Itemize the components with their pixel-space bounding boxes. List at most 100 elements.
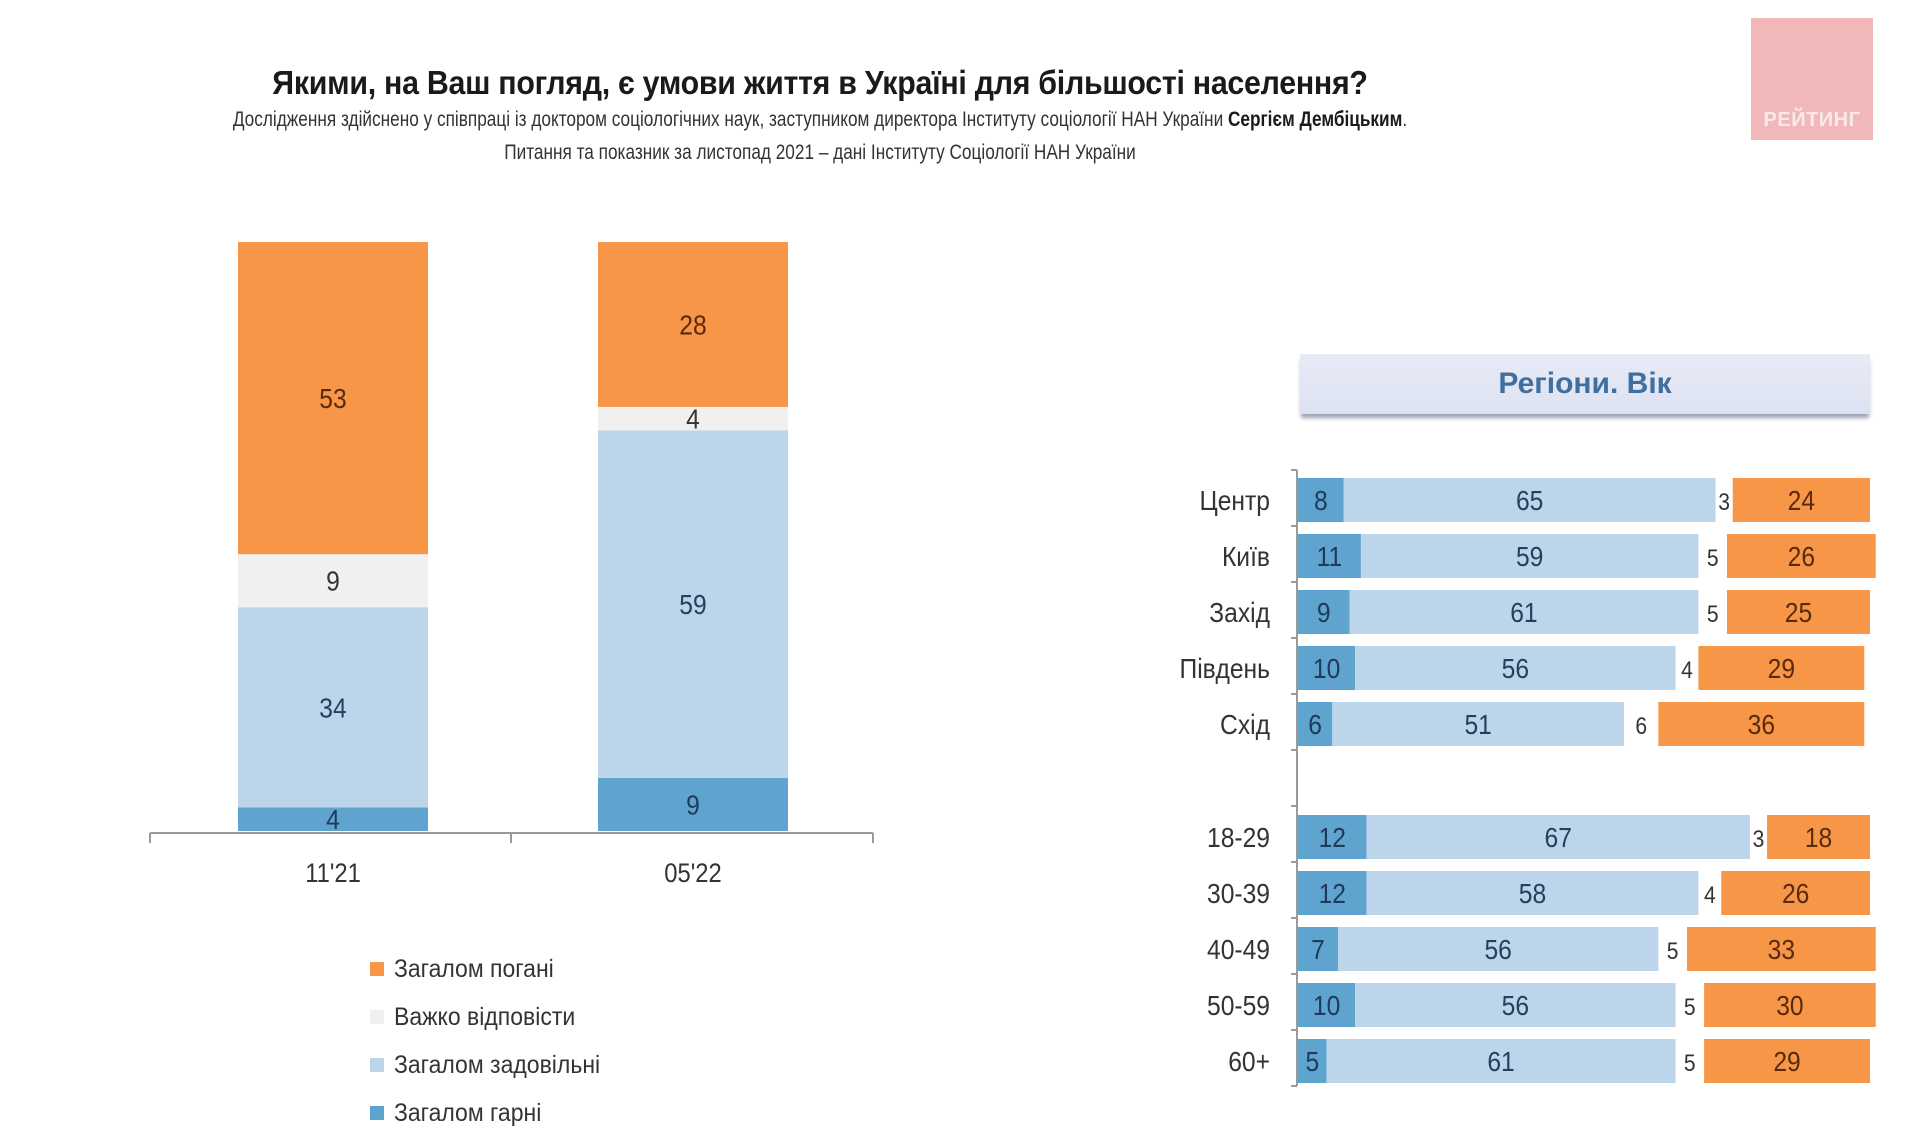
- legend-label: Загалом погані: [394, 954, 554, 983]
- bar-value-label: 58: [1519, 878, 1546, 910]
- bar-segment-bad: [1686, 927, 1876, 971]
- subtitle-line-2: Питання та показник за листопад 2021 – д…: [504, 141, 1136, 164]
- y-category-label: 50-59: [1207, 990, 1270, 1022]
- legend-swatch: [370, 962, 384, 976]
- bar-segment-satisfactory: [1360, 534, 1699, 578]
- x-tick-label: 05'22: [664, 859, 721, 889]
- bar-value-label: 5: [1707, 545, 1719, 572]
- bar-value-label: 56: [1502, 653, 1529, 685]
- bar-segment-good: [1298, 702, 1333, 746]
- regions-age-header: Регіони. Вік: [1300, 354, 1870, 414]
- bar-segment-hard-0: [238, 554, 428, 608]
- legend-swatch: [370, 1106, 384, 1120]
- chart-title: Якими, на Ваш погляд, є умови життя в Ук…: [272, 64, 1368, 101]
- bar-segment-bad: [1727, 590, 1870, 634]
- bar-value-label: 3: [1718, 489, 1730, 516]
- bar-value-label: 5: [1707, 601, 1719, 628]
- legend-label: Загалом задовільні: [394, 1050, 601, 1079]
- bar-value-label: 4: [1681, 657, 1693, 684]
- bar-value-label: 9: [1317, 597, 1331, 629]
- bar-segment-good: [1298, 815, 1367, 859]
- bar-segment-good: [1298, 478, 1344, 522]
- bar-value-label: 34: [319, 692, 346, 724]
- bar-value-label: 26: [1788, 541, 1815, 573]
- legend-label: Важко відповісти: [394, 1002, 576, 1031]
- y-category-label: Схід: [1220, 709, 1270, 741]
- bar-segment-bad: [1727, 534, 1876, 578]
- subtitle-author: Сергієм Дембіцьким: [1227, 108, 1403, 131]
- bar-value-label: 5: [1305, 1046, 1319, 1078]
- legend-item-hard: Важко відповісти: [370, 993, 618, 1041]
- bar-segment-hard-1: [598, 406, 788, 431]
- bar-segment-bad-1: [598, 242, 788, 407]
- bar-value-label: 29: [1773, 1046, 1800, 1078]
- bar-segment-satisfactory: [1366, 871, 1699, 915]
- bar-segment-good: [1298, 590, 1350, 634]
- bar-segment-bad: [1704, 983, 1876, 1027]
- bar-segment-satisfactory-0: [238, 607, 428, 808]
- bar-value-label: 5: [1684, 994, 1696, 1021]
- bar-segment-bad-0: [238, 242, 428, 555]
- bar-value-label: 6: [1635, 713, 1647, 740]
- bar-value-label: 3: [1753, 826, 1765, 853]
- bar-segment-good: [1298, 927, 1339, 971]
- bar-value-label: 65: [1516, 485, 1543, 517]
- bar-value-label: 10: [1313, 990, 1340, 1022]
- bar-segment-satisfactory-1: [598, 430, 788, 778]
- y-category-label: Південь: [1180, 653, 1270, 685]
- bar-segment-bad: [1721, 871, 1870, 915]
- bar-value-label: 9: [686, 789, 700, 821]
- legend-swatch: [370, 1058, 384, 1072]
- bar-value-label: 4: [326, 804, 340, 836]
- bar-segment-satisfactory: [1338, 927, 1659, 971]
- bar-segment-satisfactory: [1355, 983, 1676, 1027]
- y-category-label: 18-29: [1207, 822, 1270, 854]
- bar-value-label: 56: [1502, 990, 1529, 1022]
- legend-item-satisfactory: Загалом задовільні: [370, 1041, 618, 1089]
- bar-segment-good: [1298, 534, 1361, 578]
- bar-value-label: 53: [319, 383, 346, 415]
- bar-segment-satisfactory: [1332, 702, 1625, 746]
- subtitle-line-1: Дослідження здійснено у співпраці із док…: [148, 108, 1493, 132]
- bar-segment-good: [1298, 646, 1356, 690]
- rating-logo: РЕЙТИНГ: [1751, 18, 1873, 140]
- subtitle-text: Дослідження здійснено у співпраці із док…: [232, 108, 1228, 131]
- bar-value-label: 61: [1487, 1046, 1514, 1078]
- bar-value-label: 56: [1484, 934, 1511, 966]
- bar-segment-good: [1298, 871, 1367, 915]
- bar-segment-satisfactory: [1355, 646, 1676, 690]
- legend: Загалом погані Важко відповісти Загалом за…: [370, 945, 618, 1137]
- bar-segment-good-0: [238, 807, 428, 831]
- subtitle-suffix: .: [1402, 108, 1408, 131]
- bar-value-label: 61: [1510, 597, 1537, 629]
- y-category-label: 60+: [1228, 1046, 1270, 1078]
- bar-value-label: 4: [1704, 882, 1716, 909]
- bar-segment-satisfactory: [1366, 815, 1750, 859]
- bar-value-label: 67: [1545, 822, 1572, 854]
- bar-segment-bad: [1704, 1039, 1870, 1083]
- bar-segment-bad: [1767, 815, 1870, 859]
- stacked-column-chart: 4 34 9 53 11'21 9 59 4 28 05'22: [149, 242, 874, 889]
- legend-item-bad: Загалом погані: [370, 945, 618, 993]
- bar-value-label: 10: [1313, 653, 1340, 685]
- bar-segment-bad: [1698, 646, 1865, 690]
- bar-value-label: 51: [1464, 709, 1491, 741]
- bar-value-label: 36: [1748, 709, 1775, 741]
- bar-value-label: 7: [1311, 934, 1325, 966]
- bar-value-label: 12: [1319, 878, 1346, 910]
- bar-segment-good-1: [598, 777, 788, 831]
- bar-segment-bad: [1732, 478, 1870, 522]
- bar-value-label: 5: [1684, 1050, 1696, 1077]
- y-category-label: Київ: [1222, 541, 1270, 573]
- bar-value-label: 4: [686, 403, 700, 435]
- bar-value-label: 5: [1667, 938, 1679, 965]
- bar-value-label: 30: [1776, 990, 1803, 1022]
- legend-item-good: Загалом гарні: [370, 1089, 618, 1137]
- bar-segment-satisfactory: [1326, 1039, 1676, 1083]
- bar-segment-satisfactory: [1349, 590, 1699, 634]
- bar-value-label: 33: [1768, 934, 1795, 966]
- bar-value-label: 8: [1314, 485, 1328, 517]
- bar-value-label: 24: [1788, 485, 1815, 517]
- y-category-label: 30-39: [1207, 878, 1270, 910]
- bar-value-label: 9: [326, 565, 340, 597]
